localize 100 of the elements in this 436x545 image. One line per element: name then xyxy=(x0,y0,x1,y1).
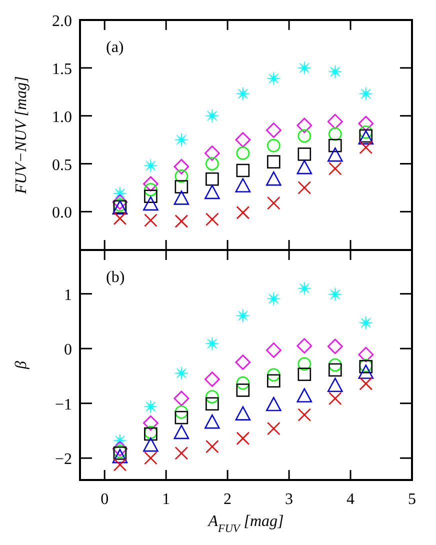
point xyxy=(112,448,128,464)
point xyxy=(328,138,342,152)
y-tick-label: 0.0 xyxy=(52,204,72,222)
point xyxy=(328,363,342,377)
y-tick-label: 0 xyxy=(64,342,72,359)
point xyxy=(235,406,251,420)
point xyxy=(266,72,280,86)
point xyxy=(235,354,251,370)
point xyxy=(298,368,312,381)
point xyxy=(236,86,250,101)
point xyxy=(267,196,280,210)
point xyxy=(236,384,250,397)
point xyxy=(298,181,312,194)
point xyxy=(359,316,373,330)
point xyxy=(328,392,342,406)
point xyxy=(266,342,282,358)
point xyxy=(328,147,343,162)
point xyxy=(266,171,282,186)
point xyxy=(174,390,190,406)
annotation: (a) xyxy=(106,39,124,56)
y-tick-label: 1 xyxy=(64,286,72,304)
point xyxy=(112,194,128,210)
point xyxy=(267,374,280,388)
point xyxy=(204,146,220,161)
point xyxy=(174,410,188,424)
y-axis-title: β xyxy=(13,360,30,370)
point xyxy=(296,388,312,402)
point xyxy=(328,288,342,302)
point xyxy=(206,157,219,170)
point xyxy=(112,441,128,456)
x-axis-title: A$_{FUV}$ [mag] xyxy=(207,513,284,535)
point xyxy=(205,336,219,350)
point xyxy=(328,114,343,130)
point xyxy=(174,405,188,419)
point xyxy=(358,346,374,362)
point xyxy=(206,390,219,404)
point xyxy=(296,338,312,354)
point xyxy=(236,146,250,160)
point xyxy=(174,170,188,183)
y-tick-label: −1 xyxy=(54,396,72,414)
point xyxy=(298,357,312,371)
point xyxy=(328,378,343,392)
point xyxy=(206,397,219,411)
point xyxy=(174,158,190,174)
point xyxy=(113,186,127,200)
point xyxy=(144,182,158,196)
point xyxy=(205,109,219,123)
point xyxy=(267,138,280,152)
point xyxy=(358,364,374,379)
point xyxy=(267,422,280,436)
point xyxy=(328,338,343,354)
point xyxy=(144,214,158,227)
point xyxy=(267,155,280,168)
point xyxy=(143,415,158,431)
point xyxy=(266,292,280,306)
point xyxy=(328,162,342,176)
point xyxy=(328,127,342,141)
point xyxy=(204,184,220,200)
point xyxy=(266,396,282,412)
point xyxy=(328,64,342,79)
point xyxy=(359,376,373,390)
point xyxy=(174,424,190,440)
point xyxy=(236,308,250,323)
point xyxy=(174,190,190,205)
point xyxy=(174,446,188,460)
point xyxy=(143,437,158,452)
point xyxy=(298,408,312,422)
point xyxy=(144,158,158,172)
x-tick-label: 1 xyxy=(162,491,170,508)
point xyxy=(204,414,220,429)
point xyxy=(358,116,374,132)
point xyxy=(144,451,158,465)
point xyxy=(235,132,251,148)
point xyxy=(298,61,312,75)
point xyxy=(174,366,188,380)
x-tick-label: 4 xyxy=(346,491,355,508)
point xyxy=(266,122,282,138)
x-tick-label: 2 xyxy=(224,491,232,508)
point xyxy=(236,206,250,220)
point xyxy=(328,358,342,372)
point xyxy=(359,86,373,101)
x-tick-label: 3 xyxy=(285,491,294,508)
point xyxy=(236,432,250,446)
point xyxy=(206,212,219,226)
point xyxy=(143,176,158,192)
point xyxy=(235,178,251,192)
point xyxy=(298,129,312,143)
y-tick-label: 0.5 xyxy=(52,156,72,174)
y-tick-label: 2.0 xyxy=(52,13,72,30)
point xyxy=(174,180,188,194)
point xyxy=(206,440,219,454)
point xyxy=(174,132,188,147)
point xyxy=(298,282,312,296)
point xyxy=(298,148,312,161)
point xyxy=(113,458,127,472)
point xyxy=(206,172,219,186)
point xyxy=(236,376,250,390)
y-tick-label: 1.5 xyxy=(52,60,72,78)
point xyxy=(267,368,280,382)
point xyxy=(204,372,220,387)
